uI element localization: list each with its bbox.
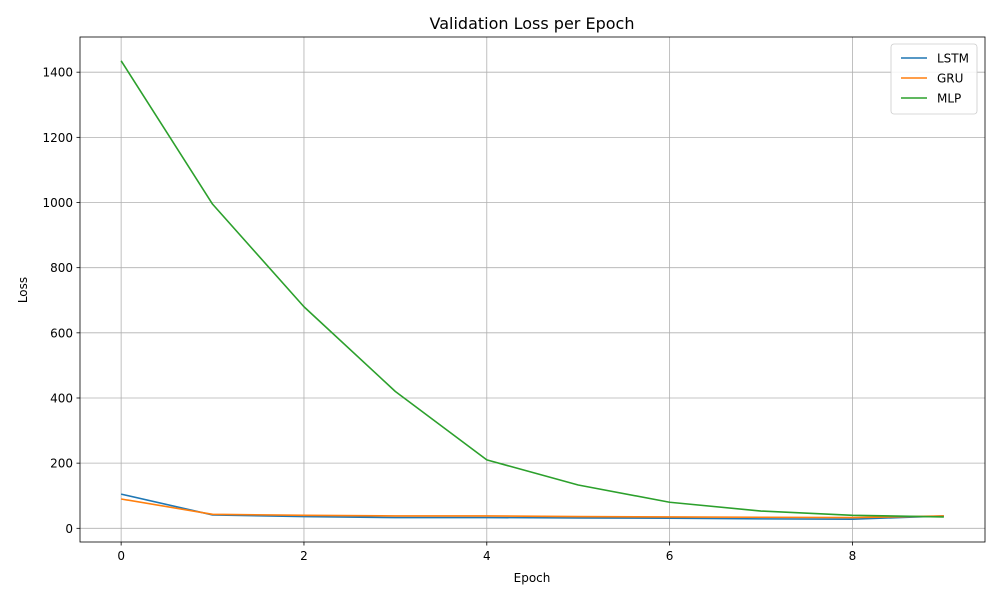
x-tick-label: 6 — [666, 549, 674, 563]
y-axis-label: Loss — [16, 277, 30, 303]
legend-label-mlp: MLP — [937, 92, 961, 106]
x-tick-label: 8 — [849, 549, 857, 563]
y-tick-label: 0 — [65, 522, 73, 536]
y-tick-label: 800 — [50, 261, 73, 275]
y-tick-label: 600 — [50, 326, 73, 340]
chart-title: Validation Loss per Epoch — [430, 14, 635, 33]
series-lines — [120, 60, 944, 520]
y-tick-label: 200 — [50, 457, 73, 471]
y-tick-label: 400 — [50, 391, 73, 405]
series-line-gru — [121, 498, 944, 519]
legend-box — [890, 43, 978, 115]
x-tick-label: 2 — [300, 549, 308, 563]
series-line-lstm — [120, 493, 944, 520]
series-line-mlp — [120, 60, 944, 518]
x-tick-label: 0 — [117, 549, 125, 563]
axis-ticks: 0 2 4 6 8 0 200 400 600 800 1000 1200 1400 — [42, 66, 856, 563]
y-tick-label: 1400 — [42, 66, 73, 80]
legend: LSTM GRU MLP — [890, 43, 978, 115]
legend-label-gru: GRU — [937, 72, 963, 86]
y-tick-label: 1000 — [42, 196, 73, 210]
plot-frame — [79, 36, 986, 543]
x-axis-label: Epoch — [514, 571, 551, 585]
legend-label-lstm: LSTM — [937, 52, 969, 66]
x-tick-label: 4 — [483, 549, 491, 563]
grid-lines — [80, 37, 985, 542]
y-tick-label: 1200 — [42, 131, 73, 145]
